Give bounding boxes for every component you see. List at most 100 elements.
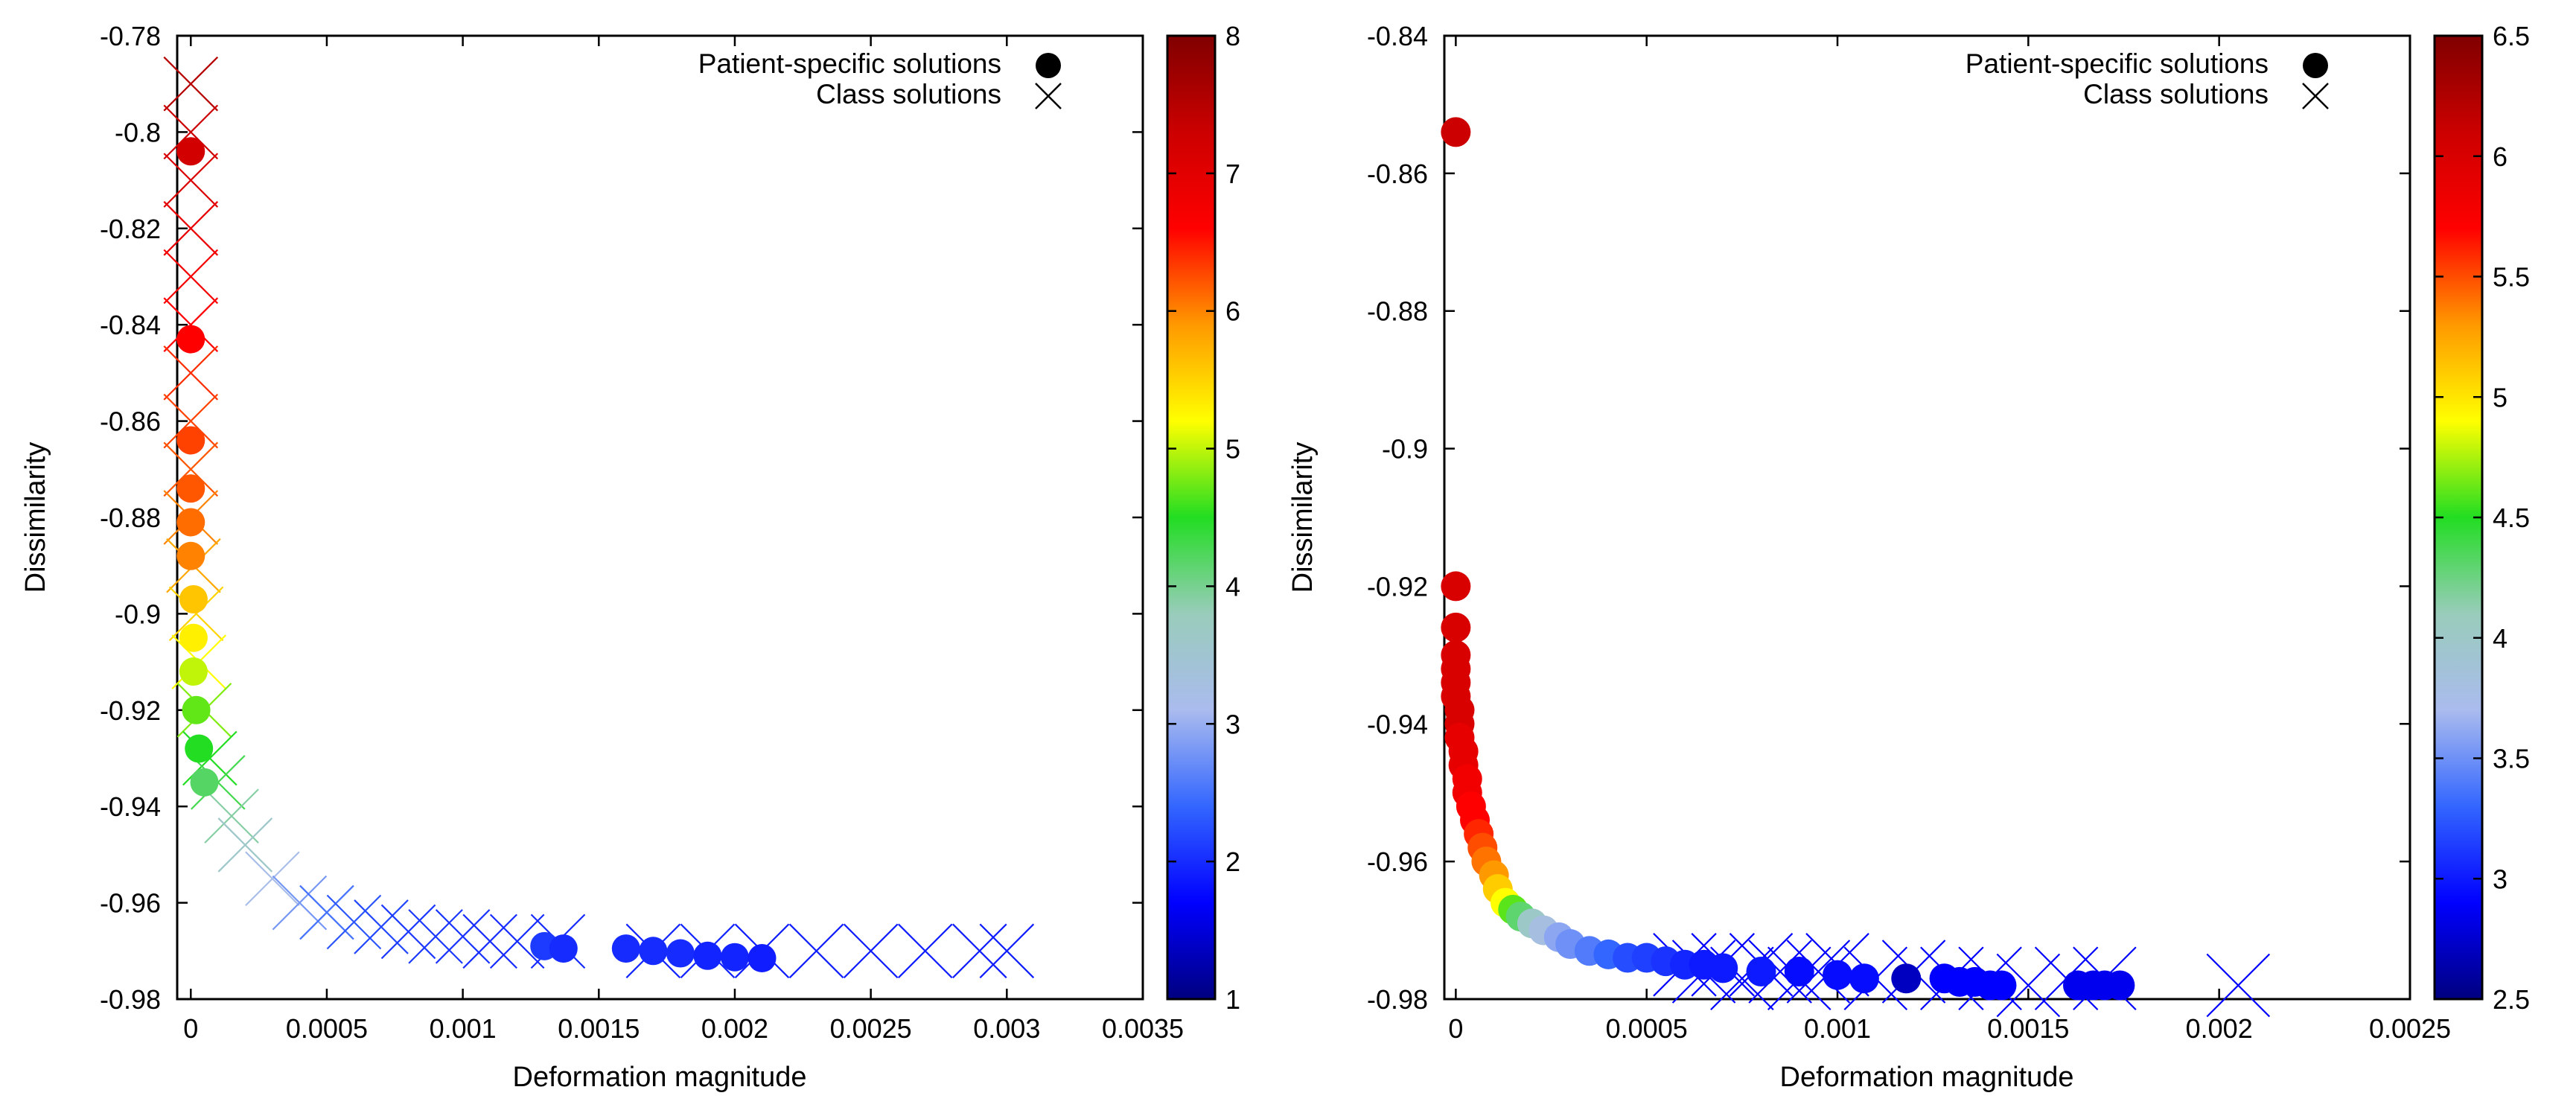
left-class-solution-point [163,153,219,208]
right-plot-frame [1443,34,2411,1001]
right-patient-solution-point [1746,957,1776,987]
left-x-axis-label: Deformation magnitude [513,1062,807,1093]
right-patient-solution-point [1441,612,1471,643]
left-class-solution-point [217,817,273,873]
left-y-tick-label: -0.88 [100,503,161,533]
right-colorbar-tick-label: 6.5 [2493,21,2530,51]
right-colorbar-tick-label: 6 [2493,141,2508,172]
left-legend-label-patient: Patient-specific solutions [698,48,1001,79]
left-patient-solution-point [176,508,205,537]
left-class-solution-point [380,904,436,960]
right-chart: -0.98-0.96-0.94-0.92-0.9-0.88-0.86-0.84 … [1287,21,2530,1093]
right-patient-solution-markers [1441,117,2135,1001]
right-patient-solution-point [1441,571,1471,602]
right-y-tick-label: -0.88 [1367,296,1428,327]
left-x-tick-label: 0.001 [430,1013,497,1044]
left-y-tick-label: -0.92 [100,695,161,726]
right-patient-solution-point [1784,957,1814,987]
right-x-tick-label: 0.0025 [2369,1013,2451,1044]
right-axis-ticks [1444,34,2411,1001]
left-patient-solution-point [693,941,722,970]
right-class-solution-point [1748,940,1812,1004]
right-colorbar-tick-label: 4 [2493,623,2508,654]
right-y-tick-label: -0.96 [1367,846,1428,877]
left-x-tick-label: 0.0025 [830,1013,912,1044]
left-patient-solution-point [176,137,205,166]
right-y-tick-label: -0.98 [1367,984,1428,1015]
left-class-solution-point [354,899,409,954]
left-class-solution-point [979,923,1035,979]
left-class-solution-point [897,923,953,979]
left-class-solution-point [163,345,219,401]
left-patient-solution-point [176,541,205,570]
right-colorbar-tick-label: 4.5 [2493,503,2530,533]
right-x-tick-labels: 0 0.0005 0.001 0.0015 0.002 0.0025 [1448,1013,2451,1044]
right-legend-marker-patient [2303,53,2328,78]
left-patient-solution-point [176,325,205,354]
left-class-solution-point [462,913,517,969]
right-y-tick-label: -0.94 [1367,709,1428,739]
left-y-axis-label: Dissimilarity [20,442,51,593]
right-class-solution-point [2206,953,2271,1018]
left-colorbar-tick-label: 1 [1225,984,1240,1015]
right-y-tick-label: -0.9 [1382,434,1428,465]
right-patient-solution-point [1849,963,1879,994]
left-class-solution-point [163,441,219,497]
left-colorbar-tick-label: 5 [1225,434,1240,465]
left-class-solution-point [326,894,382,950]
right-x-tick-label: 0.0015 [1987,1013,2069,1044]
left-class-solution-point [163,393,219,449]
left-legend-label-class: Class solutions [816,79,1001,109]
left-x-tick-label: 0.0005 [286,1013,368,1044]
left-class-solution-point [163,104,219,160]
right-patient-solution-point [1708,953,1738,983]
left-patient-solution-point [185,734,214,763]
right-y-tick-label: -0.92 [1367,571,1428,602]
right-patient-solution-point [2105,970,2135,1001]
left-patient-solution-point [179,623,208,652]
left-y-tick-label: -0.84 [100,310,161,340]
left-x-tick-label: 0.002 [701,1013,768,1044]
left-class-solution-point [843,923,899,979]
left-colorbar: 1 2 3 4 5 6 7 8 [1166,21,1240,1015]
right-x-tick-label: 0 [1448,1013,1463,1044]
left-class-solution-point [489,913,545,969]
right-patient-solution-point [1986,970,2017,1001]
left-colorbar-ticks: 1 2 3 4 5 6 7 8 [1167,21,1240,1015]
right-x-tick-label: 0.002 [2186,1013,2253,1044]
right-patient-solution-point [1891,963,1922,994]
right-colorbar-tick-label: 5 [2493,382,2508,412]
right-patient-solution-point [1823,960,1853,990]
left-x-tick-labels: 0 0.0005 0.001 0.0015 0.002 0.0025 0.003 0.0035 [183,1013,1184,1044]
left-class-solution-point [163,56,219,112]
right-patient-solution-point [1441,117,1471,147]
left-x-tick-label: 0.003 [973,1013,1040,1044]
left-legend: Patient-specific solutions Class solutio… [698,48,1062,109]
left-patient-solution-point [639,937,668,966]
right-legend-label-class: Class solutions [2083,79,2269,109]
left-colorbar-tick-label: 4 [1225,571,1240,602]
left-patient-solution-point [182,695,211,724]
left-class-solution-point [204,788,259,844]
left-legend-marker-patient [1036,53,1061,78]
left-y-tick-labels: -0.98 -0.96 -0.94 -0.92 -0.9 -0.88 -0.86 -0.84 -… [100,21,161,1015]
left-class-solution-point [163,249,219,304]
left-class-solution-point [408,909,463,964]
left-x-tick-label: 0 [183,1013,198,1044]
left-y-tick-label: -0.98 [100,984,161,1015]
left-colorbar-gradient [1166,34,1217,1001]
left-y-tick-label: -0.9 [115,599,161,629]
left-class-solution-point [435,909,491,964]
left-patient-solution-point [549,934,578,963]
left-x-tick-label: 0.0015 [558,1013,640,1044]
left-patient-solution-point [666,939,695,968]
right-x-axis-label: Deformation magnitude [1780,1062,2074,1093]
right-colorbar-tick-label: 3.5 [2493,744,2530,774]
left-patient-solution-point [176,474,205,503]
left-patient-solution-point [179,584,208,613]
right-y-tick-label: -0.84 [1367,21,1428,51]
right-colorbar-tick-label: 2.5 [2493,984,2530,1015]
left-class-solution-point [163,297,219,352]
left-y-tick-label: -0.8 [115,117,161,147]
